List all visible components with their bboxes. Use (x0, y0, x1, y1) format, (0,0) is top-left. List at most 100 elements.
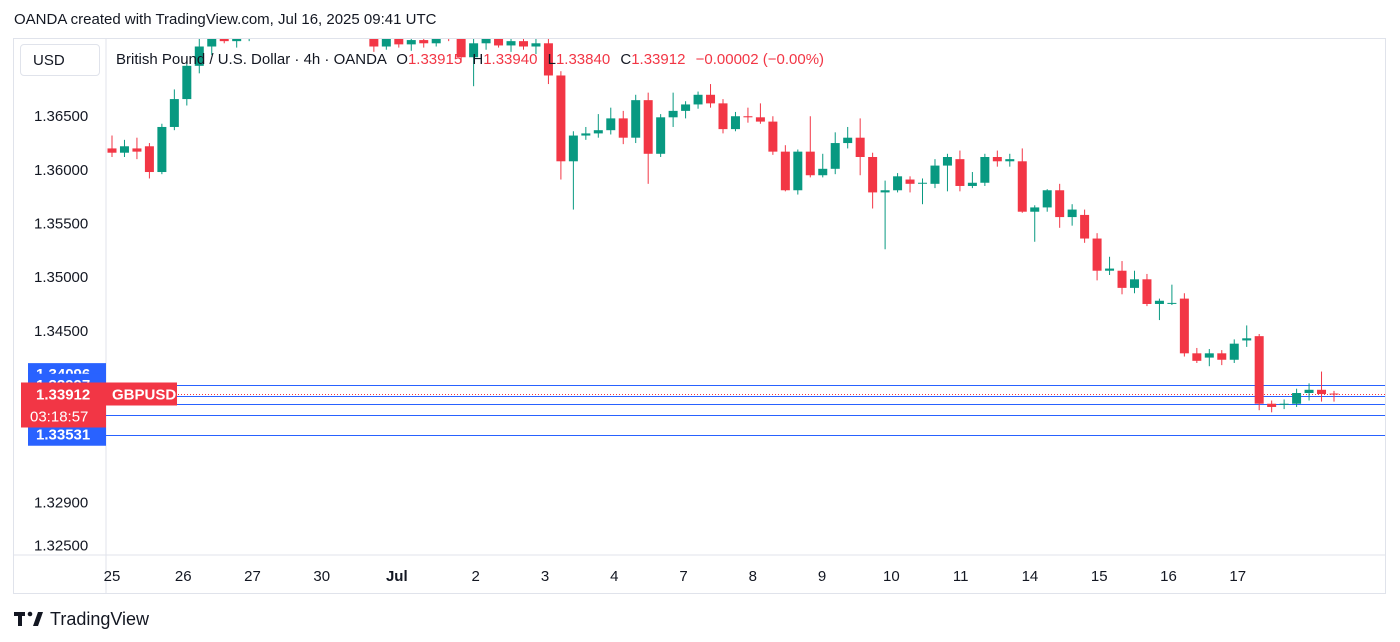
candle-down (419, 40, 429, 44)
candle-down (780, 151, 790, 191)
candle-down (494, 39, 504, 46)
candle-down (543, 43, 553, 76)
x-tick-label: 10 (883, 568, 900, 585)
candle-up (157, 126, 167, 173)
candle-up (568, 135, 578, 162)
chart-attribution: OANDA created with TradingView.com, Jul … (14, 11, 437, 28)
candle-up (182, 65, 192, 100)
candle-up (1105, 268, 1115, 271)
price-tag-symbol: GBPUSD (112, 387, 176, 404)
x-tick-label: 14 (1022, 568, 1039, 585)
candle-up (818, 168, 828, 176)
candle-down (805, 151, 815, 176)
open-value: 1.33915 (407, 51, 463, 68)
y-tick-label: 1.32900 (34, 494, 88, 511)
candle-down (768, 121, 778, 152)
candle-up (481, 39, 491, 44)
candle-down (394, 39, 404, 45)
countdown-label: 03:18:57 (30, 409, 88, 426)
candle-down (855, 137, 865, 158)
x-tick-label: Jul (386, 568, 408, 585)
y-tick-label: 1.35000 (34, 269, 88, 286)
low-value: 1.33840 (555, 51, 611, 68)
x-tick-label: 16 (1160, 568, 1177, 585)
tradingview-logo-icon (14, 611, 43, 626)
x-tick-label: 26 (175, 568, 192, 585)
y-tick-label: 1.35500 (34, 216, 88, 233)
price-tag-value: 1.33912 (36, 387, 90, 404)
candle-up (668, 110, 678, 118)
candle-down (905, 179, 915, 184)
high-value: 1.33940 (483, 51, 538, 68)
candle-up (930, 165, 940, 184)
candle-down (107, 148, 117, 153)
candle-up (1154, 300, 1164, 304)
candle-up (1279, 403, 1289, 405)
candle-up (469, 43, 479, 58)
candle-up (119, 146, 129, 153)
candle-up (606, 118, 616, 131)
candle-down (1117, 270, 1127, 288)
candle-up (531, 43, 541, 47)
candle-up (506, 41, 516, 46)
candle-down (1017, 161, 1027, 212)
candle-up (1042, 190, 1052, 208)
currency-selector[interactable]: USD (20, 44, 100, 76)
candle-down (755, 117, 765, 122)
candle-down (219, 39, 229, 42)
candle-up (1129, 279, 1139, 288)
y-tick-label: 1.32500 (34, 537, 88, 554)
x-tick-label: 4 (610, 568, 618, 585)
candle-down (992, 157, 1002, 162)
candle-up (581, 133, 591, 136)
candle-up (194, 46, 204, 66)
candle-up (693, 94, 703, 105)
y-tick-label: 1.34500 (34, 323, 88, 340)
candle-down (1192, 353, 1202, 361)
candle-down (1055, 190, 1065, 218)
level-tag-label: 1.33531 (36, 427, 90, 444)
close-label: C (620, 51, 632, 68)
candle-up (1304, 389, 1314, 394)
candle-down (1267, 403, 1277, 407)
x-tick-label: 9 (818, 568, 826, 585)
y-tick-label: 1.36500 (34, 108, 88, 125)
candle-up (169, 99, 179, 127)
candle-up (1005, 159, 1015, 162)
candle-up (431, 39, 441, 44)
x-tick-label: 3 (541, 568, 549, 585)
x-tick-label: 8 (749, 568, 757, 585)
x-tick-label: 7 (679, 568, 687, 585)
low-label: L (547, 51, 556, 68)
candlestick-chart[interactable]: 1.36500 1.36000 1.35500 1.35000 1.34500 1.329… (14, 39, 1385, 593)
candle-up (1167, 302, 1177, 304)
countdown-tag (21, 405, 106, 428)
candle-up (1292, 393, 1302, 404)
candle-up (967, 182, 977, 186)
candle-up (1229, 343, 1239, 360)
chart-legend: British Pound / U.S. Dollar · 4h · OANDA… (116, 51, 824, 68)
candle-up (381, 39, 391, 47)
candle-down (1179, 298, 1189, 354)
candle-down (1142, 279, 1152, 304)
candle-down (706, 94, 716, 104)
change-value: −0.00002 (−0.00%) (695, 51, 825, 68)
chart-area[interactable]: 1.36500 1.36000 1.35500 1.35000 1.34500 1.329… (13, 38, 1386, 594)
level-tag (28, 423, 106, 446)
candle-up (830, 143, 840, 169)
tradingview-brand[interactable]: TradingView (14, 608, 149, 630)
candle-up (593, 130, 603, 134)
candle-up (893, 176, 903, 191)
candle-up (1242, 338, 1252, 341)
x-tick-label: 2 (472, 568, 480, 585)
candle-down (456, 39, 466, 58)
x-tick-label: 30 (313, 568, 330, 585)
candle-down (1092, 238, 1102, 271)
candle-down (643, 100, 653, 154)
high-label: H (472, 51, 484, 68)
candle-up (232, 39, 242, 42)
symbol-title: British Pound / U.S. Dollar · 4h · OANDA (116, 51, 387, 68)
candle-down (718, 103, 728, 130)
candle-down (556, 75, 566, 162)
candle-down (743, 116, 753, 118)
